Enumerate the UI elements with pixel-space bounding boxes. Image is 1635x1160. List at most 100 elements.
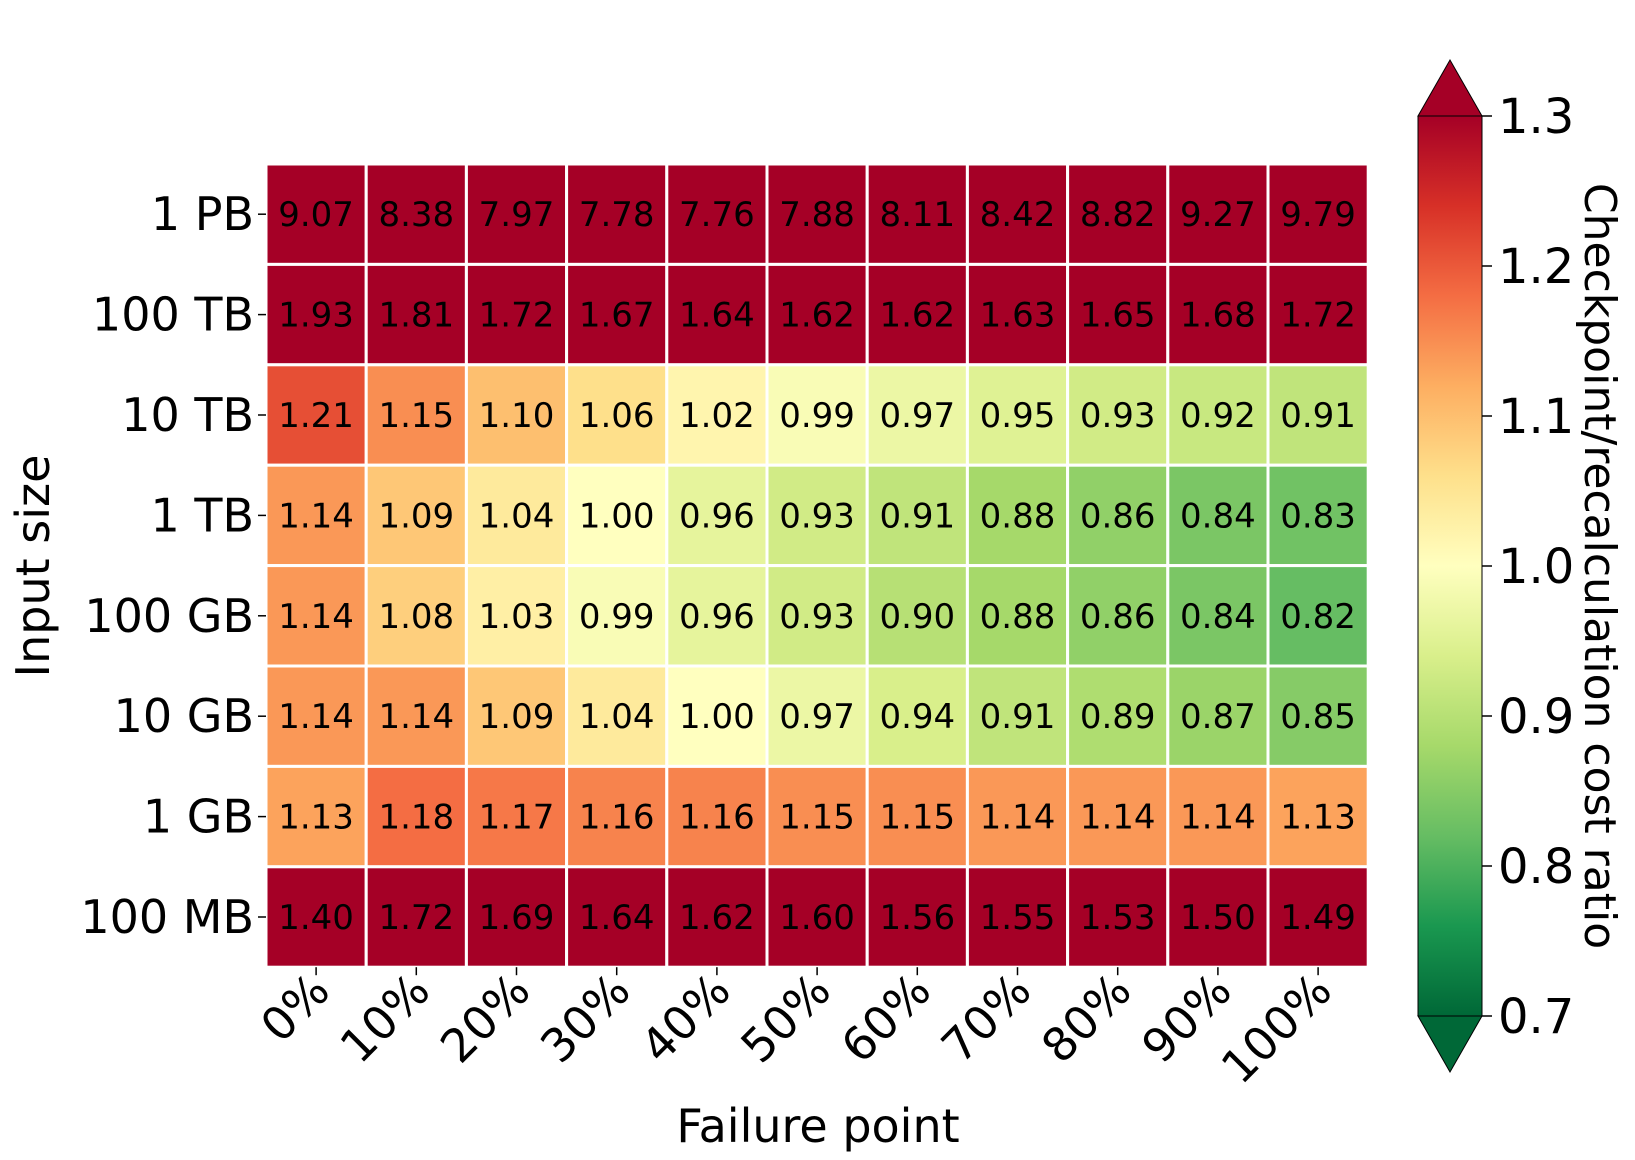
- cell-value-label: 1.50: [1180, 898, 1256, 938]
- x-tick-label: 80%: [1031, 963, 1141, 1073]
- heatmap-cell: [1166, 262, 1270, 367]
- cell-value-label: 1.69: [479, 898, 555, 938]
- heatmap-cell: [665, 262, 769, 367]
- heatmap-cell: [965, 865, 1070, 969]
- heatmap-cell: [1266, 564, 1370, 668]
- cell-value-label: 7.97: [479, 195, 555, 235]
- heatmap-cell: [264, 865, 368, 969]
- cell-value-label: 9.79: [1280, 195, 1356, 235]
- colorbar-tick-label: 0.7: [1498, 989, 1574, 1045]
- cell-value-label: 0.96: [679, 496, 755, 536]
- cell-value-label: 7.88: [779, 195, 855, 235]
- y-tick-label: 100 GB: [84, 589, 254, 643]
- cell-value-label: 1.00: [679, 697, 755, 737]
- heatmap-cell: [264, 764, 368, 869]
- cell-value-label: 0.89: [1080, 697, 1156, 737]
- heatmap-cell: [1166, 764, 1270, 869]
- cell-value-label: 1.81: [378, 296, 454, 336]
- cell-value-label: 0.96: [679, 597, 755, 637]
- cell-value-label: 1.56: [879, 898, 955, 938]
- heatmap-cell: [364, 162, 468, 266]
- cell-value-label: 1.72: [1280, 296, 1356, 336]
- cell-value-label: 0.91: [879, 496, 955, 536]
- heatmap-cell: [1266, 363, 1370, 467]
- heatmap-cell: [765, 162, 869, 266]
- x-tick-label: 40%: [630, 963, 740, 1073]
- heatmap-cell: [1066, 463, 1170, 568]
- cell-value-label: 0.82: [1280, 597, 1356, 637]
- cell-value-label: 1.09: [378, 496, 454, 536]
- colorbar-tick-label: 1.1: [1498, 389, 1574, 445]
- heatmap-cell: [1266, 764, 1370, 869]
- cell-value-label: 1.18: [378, 798, 454, 838]
- heatmap-cell: [565, 463, 669, 568]
- heatmap-cell: [1166, 564, 1270, 668]
- cell-value-label: 1.13: [1280, 798, 1356, 838]
- y-tick-label: 1 GB: [143, 790, 254, 844]
- heatmap-cell: [865, 363, 969, 467]
- cell-value-label: 0.90: [879, 597, 955, 637]
- y-tick-labels: 1 PB 100 TB 10 TB 1 TB 100 GB 10 GB 1 GB 100 MB: [80, 187, 266, 944]
- cell-value-label: 0.84: [1180, 597, 1256, 637]
- heatmap-cell: [464, 764, 569, 869]
- cell-value-label: 0.99: [579, 597, 655, 637]
- heatmap-cell: [1166, 162, 1270, 266]
- x-tick-label: 70%: [931, 963, 1041, 1073]
- y-tick-label: 1 PB: [151, 187, 254, 241]
- cell-value-label: 1.53: [1080, 898, 1156, 938]
- cell-value-label: 1.15: [779, 798, 855, 838]
- cell-value-label: 0.88: [980, 496, 1056, 536]
- x-tick-label: 30%: [530, 963, 640, 1073]
- cell-value-label: 9.27: [1180, 195, 1256, 235]
- y-tick-label: 10 TB: [121, 388, 254, 442]
- y-axis-label: Input size: [6, 455, 60, 678]
- cell-value-label: 0.91: [980, 697, 1056, 737]
- heatmap-cell: [264, 664, 368, 768]
- cell-value-label: 1.14: [980, 798, 1056, 838]
- colorbar-tick-label: 0.9: [1498, 689, 1574, 745]
- cell-value-label: 1.00: [579, 496, 655, 536]
- heatmap-cell: [364, 865, 468, 969]
- heatmap-cell: [665, 865, 769, 969]
- cell-value-label: 0.93: [1080, 396, 1156, 436]
- heatmap-cell: [264, 262, 368, 367]
- cell-value-label: 1.40: [278, 898, 354, 938]
- cell-value-label: 0.91: [1280, 396, 1356, 436]
- heatmap-cell: [565, 865, 669, 969]
- cell-value-label: 1.15: [378, 396, 454, 436]
- cell-value-label: 0.97: [779, 697, 855, 737]
- colorbar-tick-label: 1.2: [1498, 239, 1574, 295]
- cell-value-label: 8.38: [378, 195, 454, 235]
- heatmap-cell: [364, 564, 468, 668]
- colorbar-tick-label: 0.8: [1498, 839, 1574, 895]
- cell-value-label: 9.07: [278, 195, 354, 235]
- heatmap-cell: [1166, 865, 1270, 969]
- heatmap-cell: [1066, 664, 1170, 768]
- cell-value-label: 1.68: [1180, 296, 1256, 336]
- cell-value-label: 1.21: [278, 396, 354, 436]
- cell-value-label: 0.88: [980, 597, 1056, 637]
- cell-value-label: 1.14: [278, 697, 354, 737]
- heatmap-cell: [965, 162, 1070, 266]
- colorbar-label: Checkpoint/recalculation cost ratio: [1574, 183, 1625, 949]
- heatmap-cell: [1266, 865, 1370, 969]
- cell-value-label: 8.42: [980, 195, 1056, 235]
- heatmap-cell: [1266, 463, 1370, 568]
- cell-value-label: 0.86: [1080, 496, 1156, 536]
- heatmap-cell: [464, 262, 569, 367]
- cell-value-label: 1.64: [679, 296, 755, 336]
- heatmap-cell: [865, 564, 969, 668]
- heatmap-cell: [965, 764, 1070, 869]
- y-tick-label: 100 TB: [92, 288, 254, 342]
- cell-value-label: 1.14: [378, 697, 454, 737]
- heatmap-cell: [264, 564, 368, 668]
- cell-value-label: 1.72: [479, 296, 555, 336]
- heatmap-cell: [765, 262, 869, 367]
- cell-value-label: 0.97: [879, 396, 955, 436]
- colorbar: 0.7 0.8 0.9 1.0 1.1 1.2 1.3: [1417, 58, 1574, 1074]
- cell-value-label: 1.04: [479, 496, 555, 536]
- cell-value-label: 1.06: [579, 396, 655, 436]
- cell-value-label: 1.62: [679, 898, 755, 938]
- colorbar-tick-label: 1.3: [1498, 89, 1574, 145]
